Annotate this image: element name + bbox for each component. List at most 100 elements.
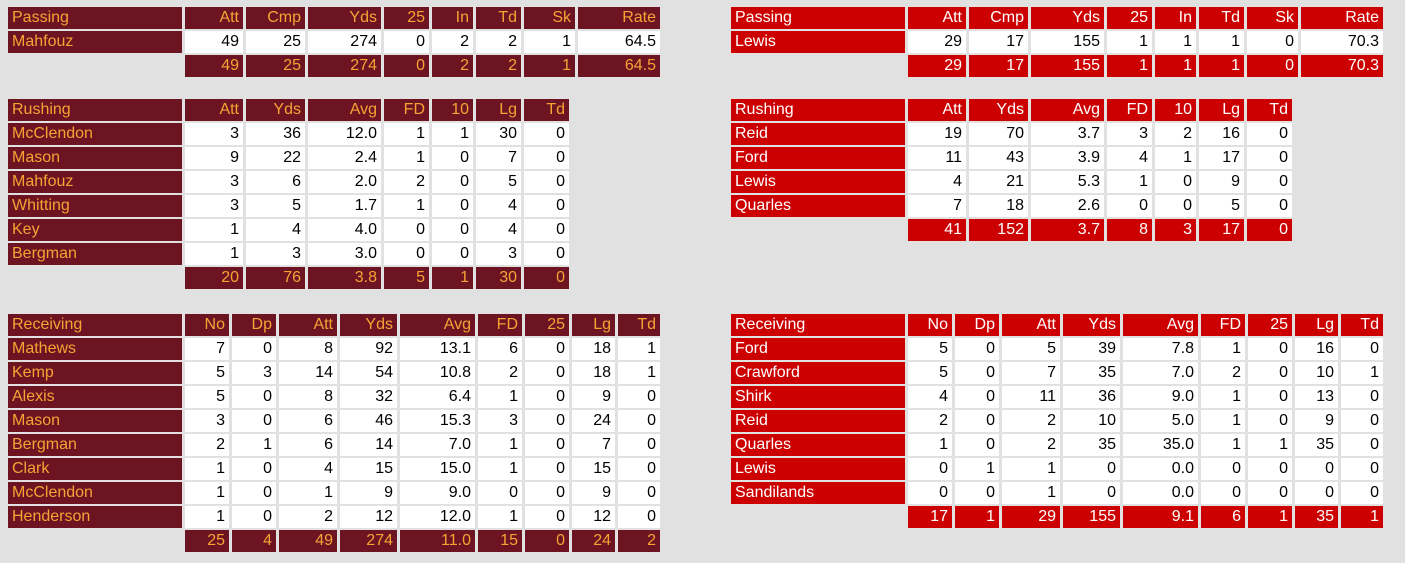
stat-cell: 54 — [340, 362, 397, 384]
total-cell: 17 — [1199, 219, 1244, 241]
stat-cell: 5 — [908, 338, 952, 360]
stat-cell: 43 — [969, 147, 1028, 169]
stat-cell: 6 — [279, 434, 337, 456]
stat-cell: 9 — [1199, 171, 1244, 193]
stat-cell: 0 — [525, 434, 569, 456]
stat-cell: 1.7 — [308, 195, 381, 217]
header-cell: No — [185, 314, 229, 336]
stat-cell: 1 — [1002, 482, 1060, 504]
stat-cell: 0 — [1295, 458, 1338, 480]
stat-cell: 1 — [185, 219, 243, 241]
stat-cell: 70.3 — [1301, 31, 1383, 53]
stat-cell: 0 — [1248, 338, 1292, 360]
stat-cell: 1 — [478, 506, 522, 528]
stat-cell: 18 — [572, 338, 615, 360]
stat-cell: 4 — [908, 386, 952, 408]
stat-cell: 0 — [1201, 458, 1245, 480]
stat-cell: 4 — [476, 219, 521, 241]
stat-cell: 39 — [1063, 338, 1120, 360]
stat-cell: 0.0 — [1123, 482, 1198, 504]
total-cell: 17 — [908, 506, 952, 528]
stat-cell: 35 — [1063, 362, 1120, 384]
stat-cell: 10.8 — [400, 362, 475, 384]
player-name: Bergman — [8, 434, 182, 456]
player-name: Henderson — [8, 506, 182, 528]
header-cell: FD — [1201, 314, 1245, 336]
stat-cell: 1 — [955, 458, 999, 480]
stat-cell: 7 — [476, 147, 521, 169]
stat-cell: 15.0 — [400, 458, 475, 480]
total-cell: 1 — [955, 506, 999, 528]
total-cell: 155 — [1063, 506, 1120, 528]
stat-cell: 46 — [340, 410, 397, 432]
header-cell: Rushing — [731, 99, 905, 121]
stat-cell: 0 — [1248, 410, 1292, 432]
header-cell: Rate — [578, 7, 660, 29]
stat-cell: 0 — [232, 386, 276, 408]
header-cell: Lg — [572, 314, 615, 336]
stat-cell: 3 — [185, 410, 229, 432]
stat-cell: 13.1 — [400, 338, 475, 360]
total-cell: 1 — [524, 55, 575, 77]
stat-cell: 2 — [185, 434, 229, 456]
player-name: Mason — [8, 410, 182, 432]
stat-cell: 0.0 — [1123, 458, 1198, 480]
total-cell: 64.5 — [578, 55, 660, 77]
header-cell: Yds — [308, 7, 381, 29]
stat-cell: 35.0 — [1123, 434, 1198, 456]
stat-cell: 0 — [432, 195, 473, 217]
total-cell: 1 — [432, 267, 473, 289]
stat-cell: 0 — [1341, 434, 1383, 456]
stat-cell: 0 — [1295, 482, 1338, 504]
stat-cell: 7.8 — [1123, 338, 1198, 360]
stat-cell: 11 — [1002, 386, 1060, 408]
stat-cell: 10 — [1063, 410, 1120, 432]
player-name: Bergman — [8, 243, 182, 265]
stat-cell: 36 — [246, 123, 305, 145]
stat-cell: 11 — [908, 147, 966, 169]
stat-cell: 3.9 — [1031, 147, 1104, 169]
stat-cell: 13 — [1295, 386, 1338, 408]
stat-cell: 0 — [478, 482, 522, 504]
stat-cell: 8 — [279, 386, 337, 408]
stat-cell: 1 — [478, 434, 522, 456]
stat-cell: 2 — [476, 31, 521, 53]
stat-cell: 16 — [1199, 123, 1244, 145]
stat-cell: 1 — [384, 123, 429, 145]
stat-cell: 9.0 — [1123, 386, 1198, 408]
stat-cell: 2 — [908, 410, 952, 432]
stat-cell: 0 — [1341, 410, 1383, 432]
total-cell: 17 — [969, 55, 1028, 77]
header-cell: Cmp — [246, 7, 305, 29]
stat-cell: 0 — [955, 386, 999, 408]
total-cell: 152 — [969, 219, 1028, 241]
total-cell: 274 — [308, 55, 381, 77]
stat-cell: 3 — [1107, 123, 1152, 145]
total-cell: 49 — [279, 530, 337, 552]
player-name: Crawford — [731, 362, 905, 384]
stat-cell: 2 — [384, 171, 429, 193]
stat-cell: 0 — [1155, 195, 1196, 217]
stat-cell: 3 — [185, 123, 243, 145]
total-cell: 25 — [246, 55, 305, 77]
stat-cell: 5 — [1002, 338, 1060, 360]
total-cell: 5 — [384, 267, 429, 289]
header-cell: Rate — [1301, 7, 1383, 29]
header-cell: Yds — [1063, 314, 1120, 336]
stat-cell: 0 — [524, 219, 569, 241]
stat-cell: 0 — [524, 171, 569, 193]
player-name: Reid — [731, 410, 905, 432]
total-cell: 2 — [618, 530, 660, 552]
player-name: Mathews — [8, 338, 182, 360]
stat-cell: 5 — [185, 386, 229, 408]
header-cell: Yds — [969, 99, 1028, 121]
header-cell: Att — [1002, 314, 1060, 336]
player-name: Mahfouz — [8, 31, 182, 53]
stat-cell: 3.7 — [1031, 123, 1104, 145]
stat-cell: 274 — [308, 31, 381, 53]
player-name: Shirk — [731, 386, 905, 408]
stat-cell: 4 — [476, 195, 521, 217]
total-cell: 2 — [432, 55, 473, 77]
stat-cell: 1 — [185, 458, 229, 480]
total-cell: 274 — [340, 530, 397, 552]
